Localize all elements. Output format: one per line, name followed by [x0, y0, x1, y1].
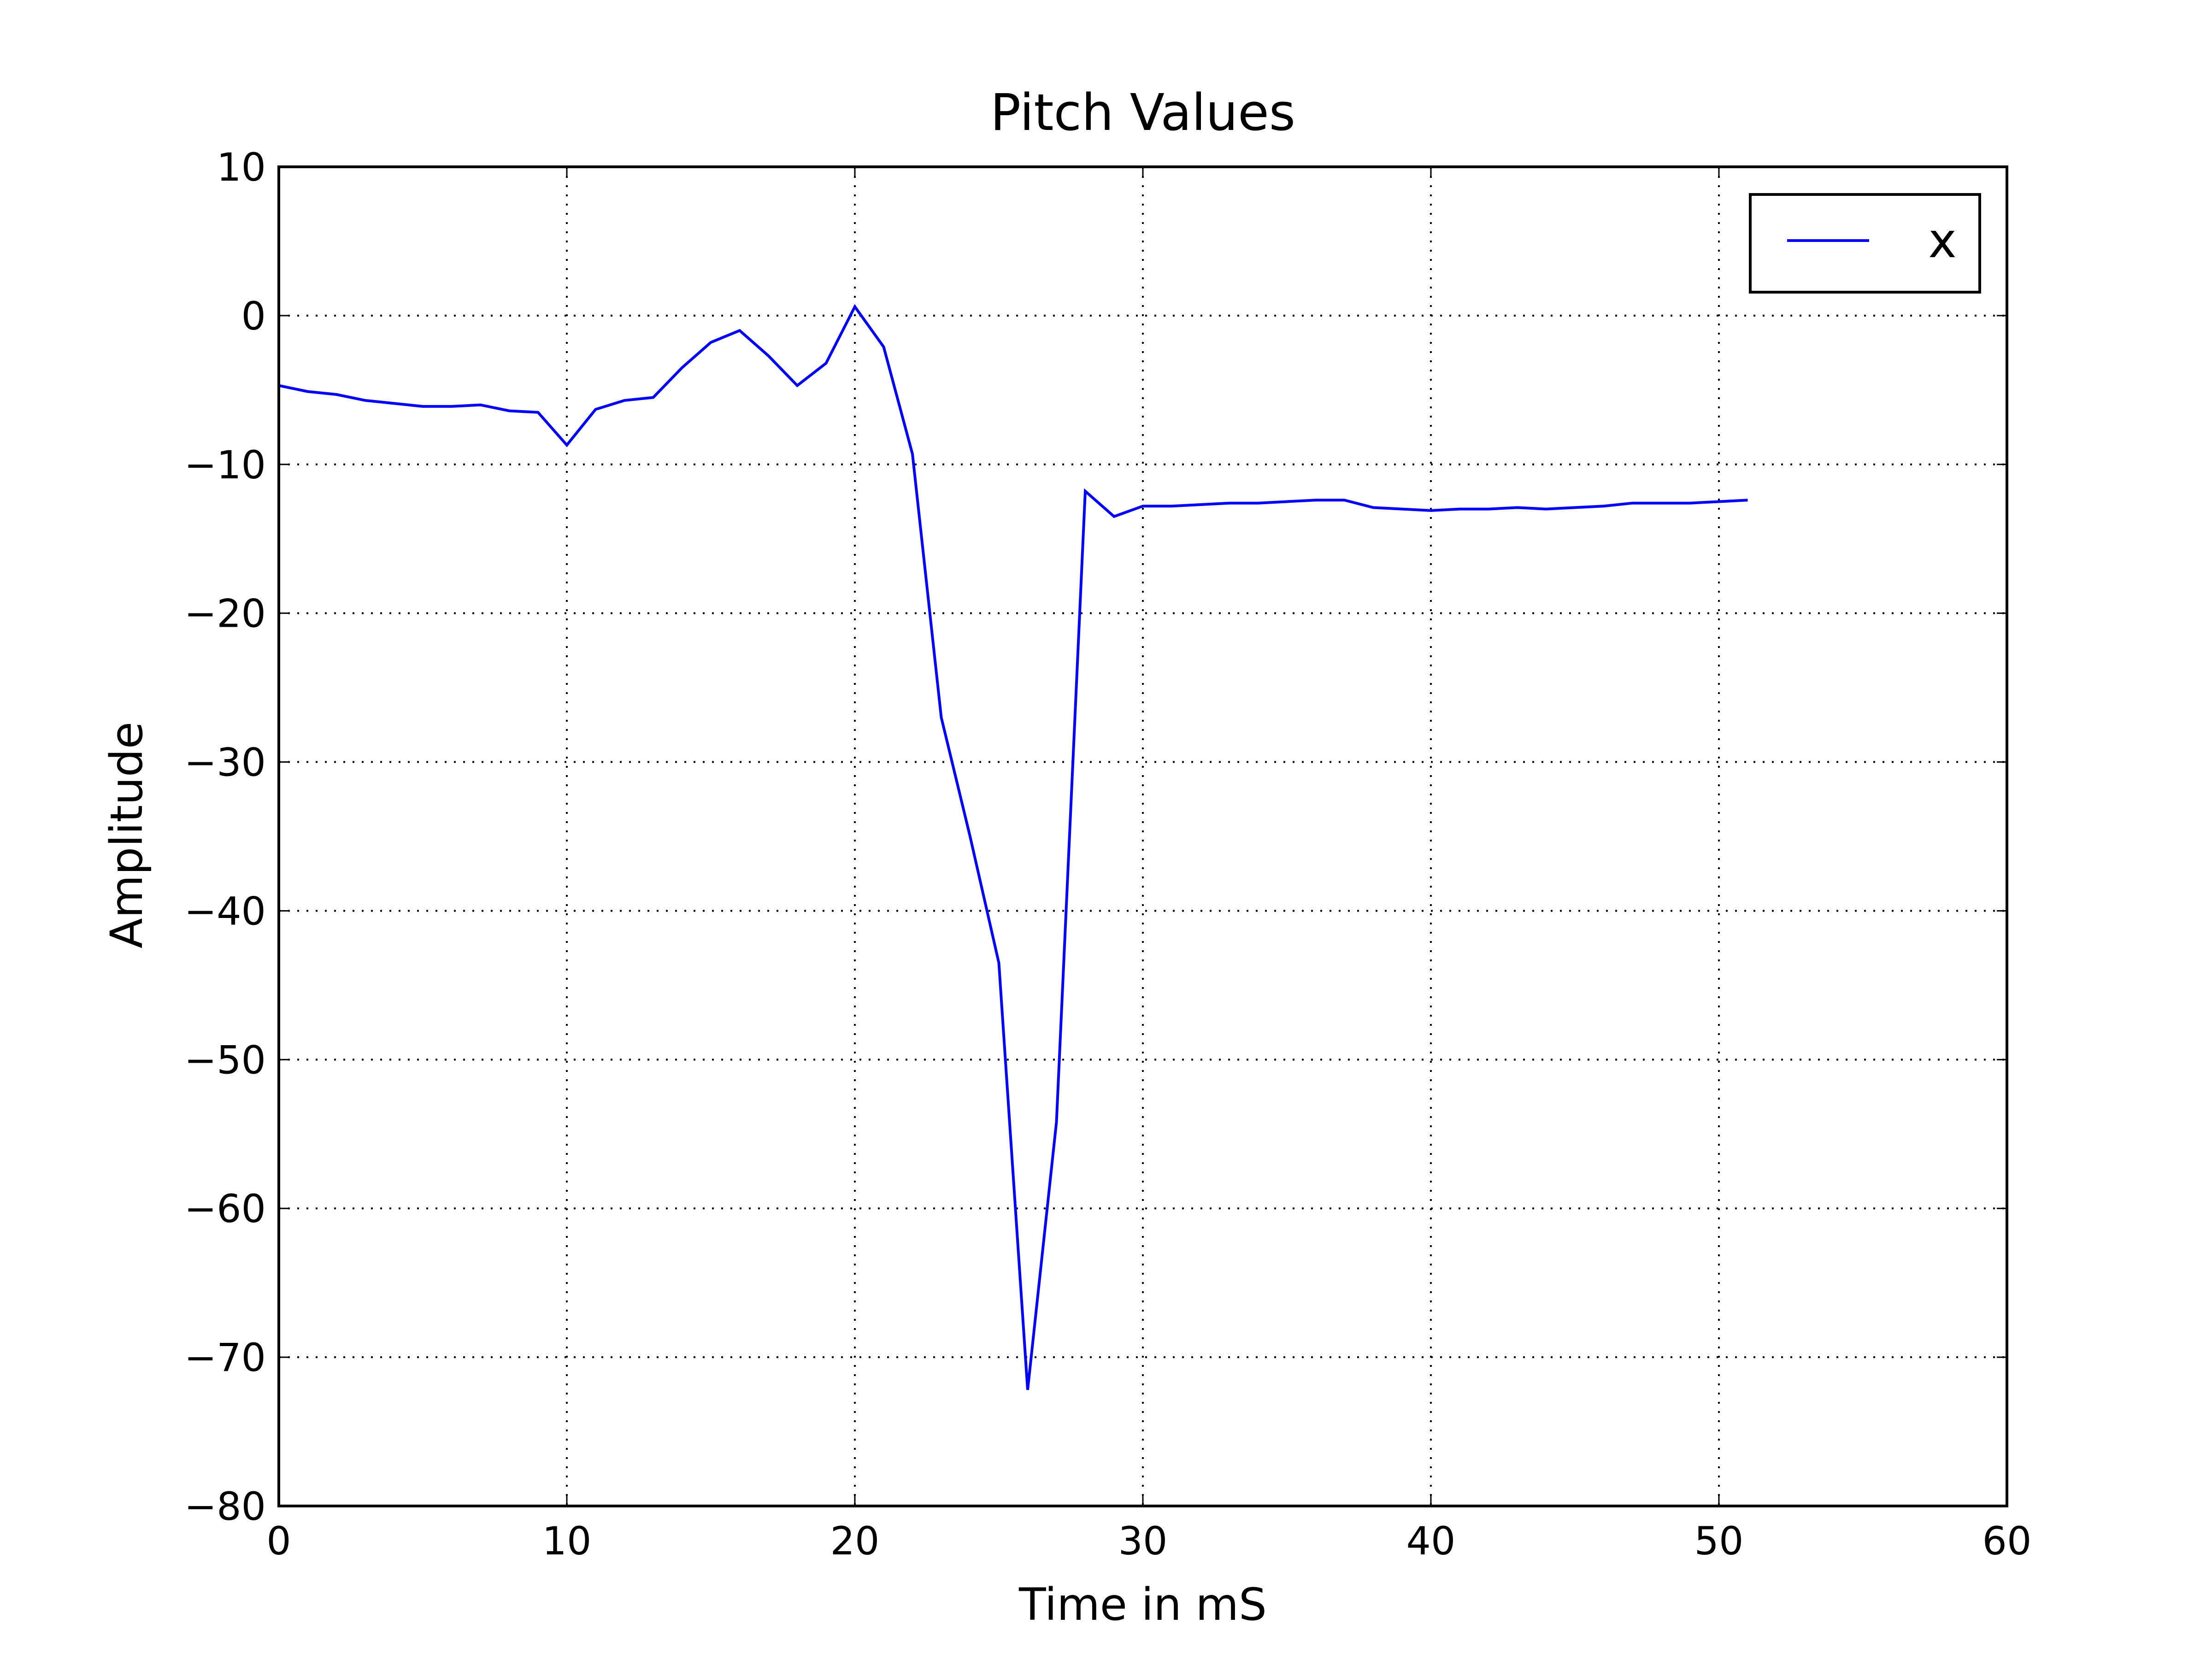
series-layer: [278, 304, 1748, 1390]
y-tick-label: −40: [184, 888, 266, 934]
y-tick-label: 0: [241, 294, 266, 339]
legend: x: [1749, 193, 1981, 294]
series-line: [278, 304, 1748, 1390]
tick-labels: 0 10 20 30 40 50 60 10 0 −10 −20 −30 −40 −50 −60 −70 −80: [184, 145, 2032, 1564]
x-tick-label: 30: [1118, 1518, 1168, 1564]
x-tick-label: 40: [1406, 1518, 1456, 1564]
y-tick-label: −10: [184, 442, 266, 488]
x-tick-label: 0: [266, 1518, 291, 1564]
legend-box: [1749, 193, 1981, 294]
y-tick-label: −60: [184, 1186, 266, 1231]
chart-title: Pitch Values: [990, 83, 1295, 142]
x-tick-label: 50: [1694, 1518, 1744, 1564]
x-tick-label: 20: [830, 1518, 880, 1564]
y-tick-label: −30: [184, 740, 266, 785]
grid-lines: [279, 167, 2007, 1506]
x-axis-label: Time in mS: [1018, 1579, 1267, 1630]
y-tick-label: −20: [184, 591, 266, 636]
y-axis-label: Amplitude: [101, 722, 153, 948]
x-tick-label: 10: [542, 1518, 592, 1564]
plot-frame: [277, 165, 2008, 1507]
x-tick-label: 60: [1983, 1518, 2032, 1564]
y-tick-label: −80: [184, 1484, 266, 1529]
y-tick-label: −70: [184, 1335, 266, 1380]
legend-label: x: [1928, 212, 1957, 269]
y-tick-label: −50: [184, 1037, 266, 1082]
y-tick-label: 10: [217, 145, 266, 190]
